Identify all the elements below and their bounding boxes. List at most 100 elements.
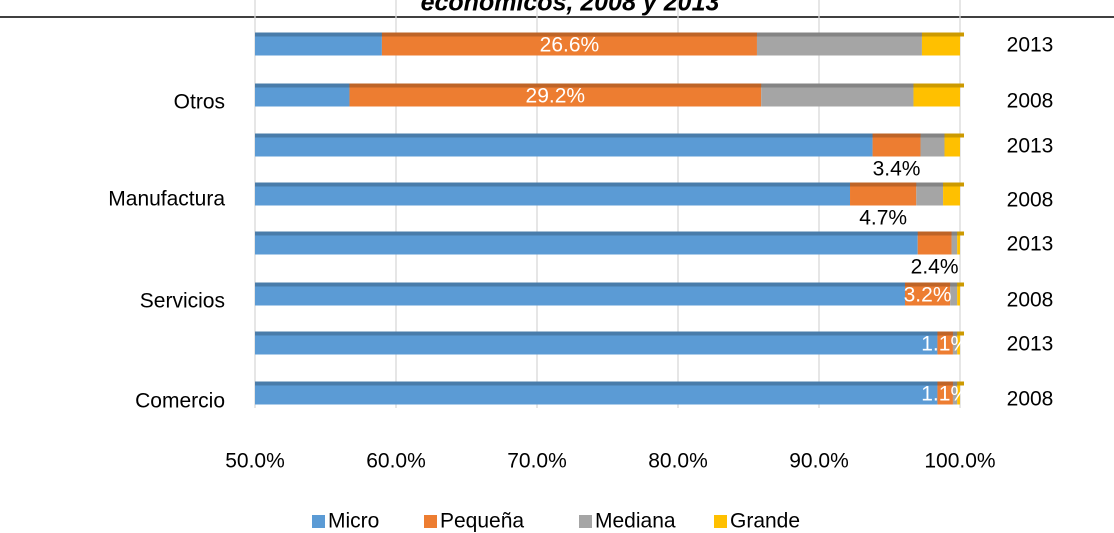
group-label: Comercio — [135, 390, 225, 413]
year-label: 2008 — [1007, 388, 1054, 411]
bar-segment-top — [957, 231, 964, 236]
bar-segment — [937, 335, 953, 355]
legend-swatch — [579, 515, 592, 528]
legend-label: Mediana — [595, 510, 676, 533]
bar-segment — [951, 235, 958, 255]
bar-segment — [916, 186, 944, 206]
bar-segment-top — [920, 133, 949, 138]
bar-segment-top — [952, 331, 962, 336]
bar-segment — [957, 286, 960, 306]
legend-swatch — [312, 515, 325, 528]
bar-segment — [920, 137, 945, 157]
data-label: 1.1% — [921, 383, 969, 406]
bar-segment — [756, 36, 922, 56]
bar-segment-top — [951, 231, 962, 236]
bar-segment-top — [944, 133, 964, 138]
bar-segment — [944, 137, 960, 157]
x-tick-label: 60.0% — [366, 450, 426, 473]
year-label: 2008 — [1007, 90, 1054, 113]
year-label: 2013 — [1007, 333, 1054, 356]
x-tick-label: 70.0% — [507, 450, 567, 473]
bar-segment — [381, 36, 757, 56]
chart-title: económicos, 2008 y 2013 — [421, 0, 720, 17]
bar-segment-top — [761, 83, 918, 88]
bar-segment-top — [916, 182, 948, 187]
data-label: 2.4% — [911, 256, 959, 279]
legend-swatch — [424, 515, 437, 528]
bar-segment — [255, 286, 906, 306]
x-tick-label: 100.0% — [924, 450, 995, 473]
bar-segment — [255, 87, 350, 107]
bar-segment-top — [255, 182, 855, 187]
bar-segment — [255, 235, 918, 255]
legend-label: Pequeña — [440, 510, 524, 533]
data-label: 29.2% — [526, 85, 586, 108]
bar-segment-top — [255, 32, 386, 37]
year-label: 2013 — [1007, 233, 1054, 256]
data-label: 26.6% — [540, 34, 600, 57]
bar-segment-top — [950, 282, 962, 287]
bar-segment — [913, 87, 960, 107]
bar-segment-top — [255, 231, 922, 236]
legend-label: Micro — [328, 510, 379, 533]
group-label: Manufactura — [108, 188, 225, 211]
data-label: 3.2% — [904, 284, 952, 307]
bar-segment — [917, 235, 952, 255]
x-tick-label: 90.0% — [789, 450, 849, 473]
bar-segment — [921, 36, 960, 56]
bar-segment — [255, 186, 851, 206]
bar-segment — [905, 286, 951, 306]
year-label: 2008 — [1007, 189, 1054, 212]
bar-segment — [761, 87, 914, 107]
bar-segment — [950, 286, 958, 306]
bar-segment-top — [905, 282, 955, 287]
bar-segment-top — [872, 133, 925, 138]
bar-segment — [952, 385, 958, 405]
bar-segment — [943, 186, 960, 206]
bar-segment — [255, 385, 938, 405]
legend-label: Grande — [730, 510, 800, 533]
bar-segment-top — [255, 331, 942, 336]
bar-segment — [957, 335, 960, 355]
bar-segment-top — [957, 331, 964, 336]
bar-segment-top — [952, 381, 962, 386]
bar-segment — [255, 335, 938, 355]
bar-segment — [255, 137, 873, 157]
bar-segment-top — [850, 182, 921, 187]
bar-segment-top — [756, 32, 926, 37]
x-tick-label: 50.0% — [225, 450, 285, 473]
bar-segment — [952, 335, 958, 355]
data-label: 3.4% — [873, 158, 921, 181]
bar-segment — [872, 137, 921, 157]
bar-segment — [850, 186, 917, 206]
bar-segment-top — [255, 381, 942, 386]
bar-segment-top — [913, 83, 964, 88]
bar-segment — [957, 235, 960, 255]
bar-segment-top — [255, 83, 354, 88]
year-label: 2013 — [1007, 135, 1054, 158]
bar-segment-top — [917, 231, 956, 236]
bar-segment-top — [937, 331, 957, 336]
bar-segment-top — [957, 282, 964, 287]
bar-segment-top — [957, 381, 964, 386]
data-label: 1.1% — [921, 333, 969, 356]
year-label: 2013 — [1007, 34, 1054, 57]
group-label: Otros — [174, 91, 225, 114]
group-label: Servicios — [140, 290, 225, 313]
legend-swatch — [714, 515, 727, 528]
data-label: 4.7% — [859, 207, 907, 230]
year-label: 2008 — [1007, 289, 1054, 312]
bar-segment-top — [937, 381, 957, 386]
bar-segment-top — [349, 83, 766, 88]
bar-segment — [957, 385, 960, 405]
x-tick-label: 80.0% — [648, 450, 708, 473]
bar-segment — [937, 385, 953, 405]
bar-segment — [349, 87, 762, 107]
bar-segment-top — [255, 282, 910, 287]
bar-segment-top — [381, 32, 761, 37]
bar-segment-top — [921, 32, 964, 37]
bar-segment — [255, 36, 382, 56]
bar-segment-top — [943, 182, 964, 187]
bar-segment-top — [255, 133, 877, 138]
